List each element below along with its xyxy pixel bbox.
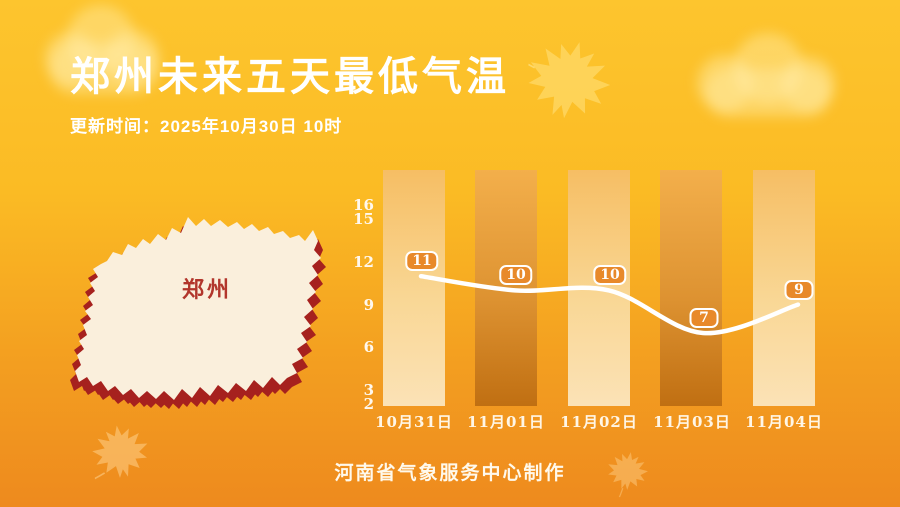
- y-axis-tick: 16: [353, 196, 374, 214]
- x-axis-label: 11月02日: [560, 413, 638, 431]
- value-badge: 10: [593, 265, 627, 286]
- page-title: 郑州未来五天最低气温: [70, 55, 510, 99]
- x-axis-label: 10月31日: [375, 413, 453, 431]
- temperature-chart: 11 10 10 7 9 10月31日 11月01日 11月02日 11月03日…: [375, 165, 838, 435]
- maple-leaf-icon: [608, 452, 648, 502]
- temp-line-path: [418, 273, 801, 336]
- x-axis-label: 11月03日: [653, 413, 731, 431]
- maple-leaf-icon: [87, 425, 148, 490]
- cloud-icon: [695, 25, 840, 125]
- x-axis-label: 11月01日: [467, 413, 545, 431]
- cloud-icon: [45, 0, 165, 110]
- map-shape: 郑州: [70, 217, 326, 409]
- zhengzhou-map: 郑州: [70, 205, 340, 410]
- y-axis-tick: 12: [353, 253, 374, 271]
- map-label: 郑州: [182, 277, 232, 302]
- y-axis-tick: 15: [353, 210, 374, 228]
- value-badge: 10: [499, 265, 533, 286]
- value-badge: 11: [405, 251, 439, 272]
- y-axis-tick: 6: [363, 338, 374, 356]
- credit-text: 河南省气象服务中心制作: [334, 463, 566, 484]
- update-time: 更新时间：2025年10月30日 10时: [70, 117, 343, 136]
- map-region: [75, 217, 321, 400]
- value-badge: 9: [784, 279, 814, 300]
- bar-column: [660, 170, 722, 406]
- temperature-line: [418, 273, 801, 336]
- y-axis-tick: 9: [363, 296, 374, 314]
- maple-leaf-icon: [512, 30, 611, 119]
- bar-column: [383, 170, 445, 406]
- x-axis-label: 11月04日: [745, 413, 823, 431]
- y-axis-tick: 3: [363, 381, 374, 399]
- y-axis-tick: 2: [363, 395, 374, 413]
- value-badge: 7: [689, 308, 719, 328]
